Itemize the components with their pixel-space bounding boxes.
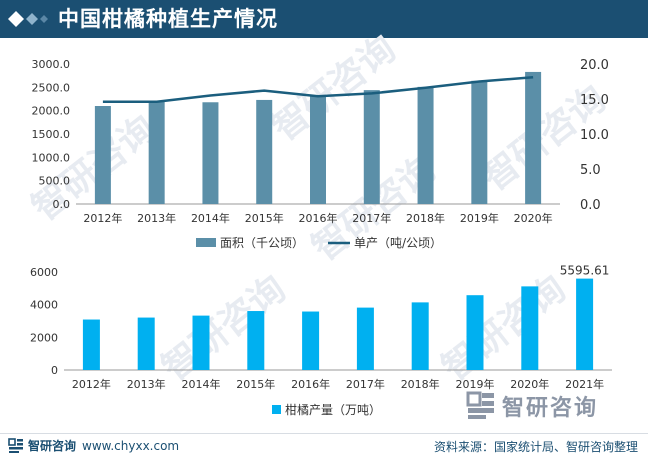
x-tick-label: 2018年 [406,211,445,225]
y-left-tick-label: 3000.0 [32,58,71,71]
title-bar: 中国柑橘种植生产情况 [0,0,648,38]
legend-label-yield: 单产（吨/公顷） [354,236,442,250]
area-bar [471,80,488,204]
production-bar [466,295,484,370]
brand-logo: 智研咨询 [466,391,598,421]
area-bar [148,101,165,204]
x-tick-label: 2016年 [291,377,330,391]
y-right-tick-label: 5.0 [580,163,601,178]
x-tick-label: 2017年 [352,211,391,225]
x-tick-label: 2015年 [245,211,284,225]
production-bar [137,317,155,370]
area-bar [310,95,326,204]
x-tick-label: 2018年 [401,377,440,391]
y-tick-label: 4000 [30,299,58,312]
yield-line [102,76,534,104]
brand-logo-text: 智研咨询 [502,396,599,421]
y-left-tick-label: 500.0 [39,175,71,188]
x-tick-label: 2015年 [236,377,275,391]
production-bar [576,278,594,370]
y-right-tick-label: 0.0 [580,198,601,213]
x-tick-label: 2013年 [137,211,176,225]
x-tick-label: 2020年 [514,211,553,225]
brand-logo-icon [466,391,494,419]
area-bar [417,86,434,204]
page-title: 中国柑橘种植生产情况 [58,7,278,31]
production-bar [356,307,374,370]
x-tick-label: 2020年 [510,377,549,391]
production-bar [521,286,539,370]
x-tick-label: 2016年 [299,211,338,225]
production-bar [192,315,210,370]
area-bar [256,99,273,204]
production-chart: 0 2000 4000 6000 5595.61 2012年 2013年 2014年 2015年… [30,264,612,417]
brand-mark-icon [8,437,23,453]
data-label: 5595.61 [560,264,610,278]
footer-brand: 智研咨询 www.chyxx.com [8,437,179,454]
footer-brand-name: 智研咨询 [28,439,77,453]
data-source-note: 资料来源：国家统计局、智研咨询整理 [433,440,638,454]
area-bar [202,102,219,204]
chart1-legend: 面积（千公顷） 单产（吨/公顷） [196,236,442,250]
x-tick-label: 2019年 [460,211,499,225]
area-bar [525,71,542,204]
x-tick-label: 2014年 [191,211,230,225]
footer-website-link[interactable]: www.chyxx.com [82,438,180,453]
legend-label-production: 柑橘产量（万吨） [285,402,381,417]
y-left-tick-label: 2000.0 [32,105,71,118]
area-bar [94,106,111,204]
legend-swatch-area [196,238,216,247]
footer: 智研咨询 www.chyxx.com 资料来源：国家统计局、智研咨询整理 [0,433,648,457]
y-left-tick-label: 2500.0 [32,81,71,94]
y-tick-label: 0 [51,364,58,377]
y-right-tick-label: 20.0 [580,58,609,73]
y-left-tick-label: 1000.0 [32,151,71,164]
y-left-tick-label: 1500.0 [32,128,71,141]
y-tick-label: 2000 [30,331,58,344]
production-bar [247,311,265,370]
y-tick-label: 6000 [30,266,58,279]
area-bar [363,90,380,204]
diamond-decoration-icon [8,11,48,27]
x-tick-label: 2012年 [83,211,122,225]
y-right-tick-label: 10.0 [580,128,609,143]
legend-label-area: 面积（千公顷） [220,236,304,250]
x-tick-label: 2014年 [182,377,221,391]
x-tick-label: 2019年 [456,377,495,391]
production-bar [302,311,320,370]
legend-swatch-production [272,405,281,414]
x-tick-label: 2017年 [346,377,385,391]
production-bar [82,319,100,370]
chart2-legend: 柑橘产量（万吨） [272,402,381,417]
x-tick-label: 2012年 [72,377,111,391]
area-yield-chart: 0.0 500.0 1000.0 1500.0 2000.0 2500.0 3000.0 0.… [32,58,609,250]
production-bar [411,302,429,370]
y-right-tick-label: 15.0 [580,93,609,108]
x-tick-label: 2013年 [127,377,166,391]
y-left-tick-label: 0.0 [53,198,71,211]
x-tick-label: 2021年 [565,377,604,391]
